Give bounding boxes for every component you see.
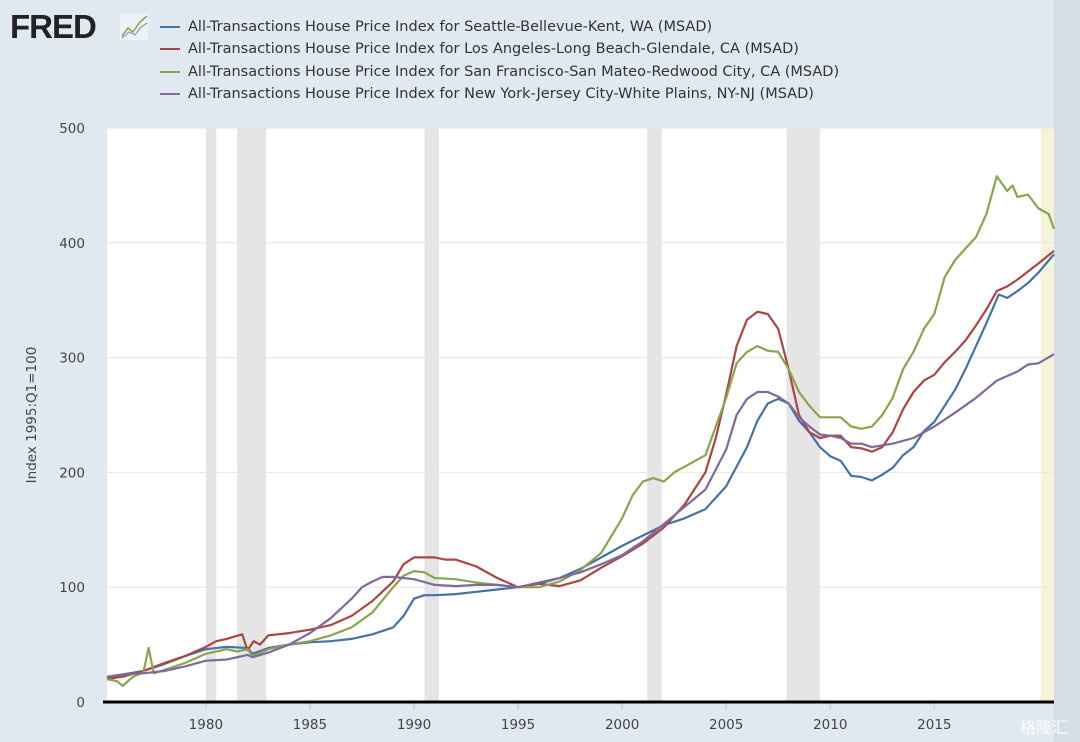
recession-band: [647, 128, 662, 702]
current-recession-band: [1040, 128, 1054, 702]
legend-swatch: [160, 48, 180, 51]
legend-label: All-Transactions House Price Index for L…: [188, 41, 799, 58]
y-tick-label: 0: [76, 695, 85, 711]
y-tick-label: 300: [59, 351, 85, 367]
x-tick-label: 1985: [293, 717, 327, 733]
legend-item[interactable]: All-Transactions House Price Index for N…: [160, 83, 839, 105]
legend-swatch: [160, 93, 180, 96]
series-line: [106, 353, 1055, 678]
y-tick-label: 200: [59, 465, 85, 481]
recession-band: [786, 128, 820, 702]
recession-band: [205, 128, 217, 702]
recession-band: [237, 128, 267, 702]
legend-swatch: [160, 26, 180, 29]
series-line: [106, 175, 1056, 688]
legend-item[interactable]: All-Transactions House Price Index for L…: [160, 38, 839, 60]
legend-swatch: [160, 70, 180, 73]
x-tick-label: 2015: [917, 717, 951, 733]
recession-band: [424, 128, 439, 702]
y-tick-label: 100: [59, 580, 85, 596]
legend-item[interactable]: All-Transactions House Price Index for S…: [160, 16, 839, 38]
y-tick-label: 500: [59, 121, 85, 137]
y-tick-label: 400: [59, 236, 85, 252]
watermark: 格隆汇: [1019, 718, 1068, 737]
x-tick-label: 2010: [813, 717, 847, 733]
fred-logo-graphic: FRED: [10, 8, 148, 45]
right-edge: [1054, 0, 1080, 742]
x-tick-label: 1980: [189, 717, 223, 733]
legend-label: All-Transactions House Price Index for S…: [188, 63, 840, 80]
series-4: [106, 353, 1055, 678]
series-3: [106, 175, 1056, 688]
x-tick-label: 1990: [397, 717, 431, 733]
legend-label: All-Transactions House Price Index for N…: [188, 86, 814, 103]
legend-item[interactable]: All-Transactions House Price Index for S…: [160, 61, 839, 83]
legend: All-Transactions House Price Index for S…: [160, 16, 839, 105]
series-line: [106, 249, 1055, 681]
x-tick-label: 2005: [709, 717, 743, 733]
x-tick-label: 1995: [501, 717, 535, 733]
x-tick-label: 2000: [605, 717, 639, 733]
y-axis-label: Index 1995:Q1=100: [24, 347, 40, 484]
fred-logo-text: FRED: [10, 8, 96, 44]
legend-label: All-Transactions House Price Index for S…: [188, 19, 713, 36]
fred-logo[interactable]: FRED: [10, 8, 150, 48]
